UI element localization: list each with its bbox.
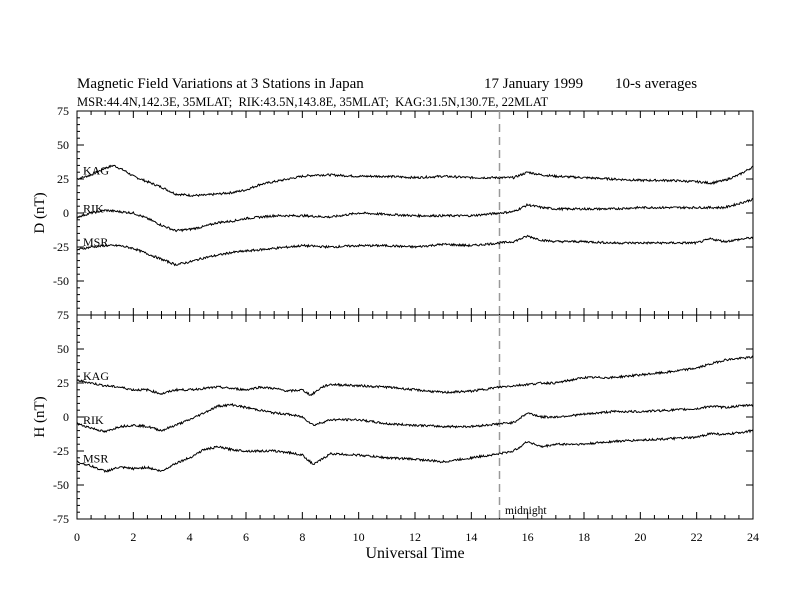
x-axis-label: Universal Time [365,545,464,562]
x-tick-label: 20 [634,530,646,544]
panel-h-component: -75 -50 -25 0 25 50 75 H (nT) KAG RIK MSR [32,308,754,526]
figure-date: 17 January 1999 [484,76,583,92]
series-line-msr [76,234,754,267]
x-tick-label: 0 [74,530,80,544]
plot-frame [76,314,754,520]
panel-d-component: -50 -25 0 25 50 75 D (nT) KAG RIK MSR [32,104,754,316]
figure-title: Magnetic Field Variations at 3 Stations … [77,76,364,92]
x-tick-labels: 0 2 4 6 8 10 12 14 16 18 20 22 24 [74,530,759,544]
x-tick-label: 10 [353,530,365,544]
x-tick-label: 2 [130,530,136,544]
plot-frame [76,110,754,316]
series-line-rik [76,197,754,233]
y-tick-label: 75 [57,104,69,118]
y-tick-label: 25 [57,376,69,390]
y-tick-label: -75 [53,512,69,526]
y-tick-label: 25 [57,172,69,186]
y-tick-label: 0 [63,206,69,220]
y-axis-label: H (nT) [32,396,48,437]
x-tick-label: 14 [465,530,477,544]
series-line-rik [76,402,754,434]
x-tick-label: 8 [299,530,305,544]
y-axis-label: D (nT) [32,192,48,233]
x-tick-label: 12 [409,530,421,544]
x-tick-label: 18 [578,530,590,544]
y-tick-label: 50 [57,342,69,356]
figure-averaging: 10-s averages [615,76,697,92]
series-label-rik: RIK [83,413,104,427]
series-label-msr: MSR [83,235,108,249]
y-tick-label: -25 [53,444,69,458]
midnight-label: midnight [505,505,547,517]
x-tick-label: 24 [747,530,759,544]
series-line-kag [76,355,754,396]
y-tick-label: 75 [57,308,69,322]
series-label-kag: KAG [83,369,109,383]
series-label-kag: KAG [83,164,109,178]
y-tick-label: -25 [53,240,69,254]
x-tick-label: 6 [243,530,249,544]
series-line-msr [76,429,754,473]
x-tick-label: 4 [187,530,193,544]
series-label-msr: MSR [83,451,108,465]
y-tick-label: 0 [63,410,69,424]
y-tick-label: -50 [53,478,69,492]
x-tick-label: 22 [691,530,703,544]
y-tick-label: 50 [57,138,69,152]
series-line-kag [76,164,754,198]
series-label-rik: RIK [83,202,104,216]
station-coordinates: MSR:44.4N,142.3E, 35MLAT; RIK:43.5N,143.… [77,95,549,109]
y-tick-label: -50 [53,274,69,288]
x-tick-label: 16 [522,530,534,544]
